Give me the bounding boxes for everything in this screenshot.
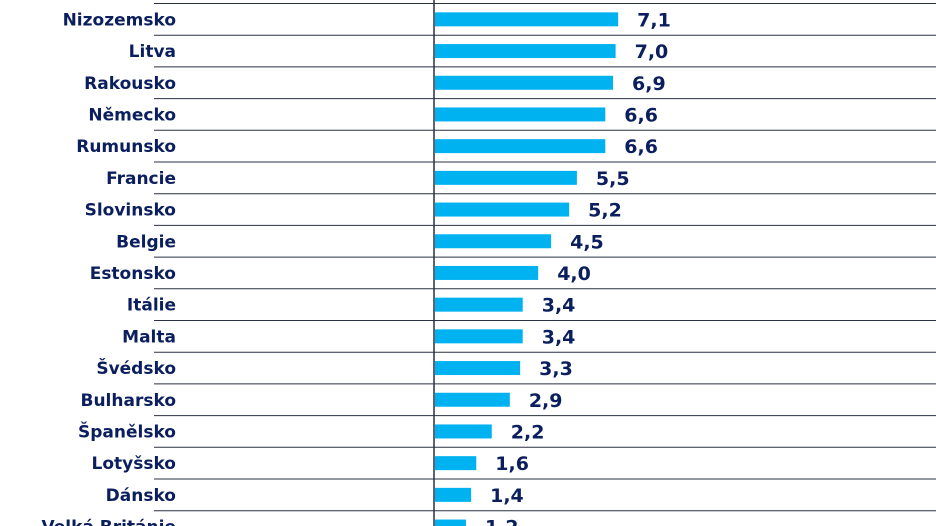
category-label: Litva <box>129 42 176 62</box>
value-label: 7,0 <box>635 41 669 63</box>
bar <box>435 519 466 526</box>
category-label: Španělsko <box>78 420 176 442</box>
bar <box>435 297 523 312</box>
value-label: 5,2 <box>588 200 622 222</box>
bar <box>435 234 552 249</box>
value-label: 2,2 <box>511 421 545 443</box>
bar <box>435 139 606 154</box>
value-label: 1,4 <box>490 485 524 507</box>
category-label: Velká Británie <box>41 518 176 526</box>
value-label: 1,6 <box>495 453 529 475</box>
category-label: Německo <box>88 105 176 125</box>
value-label: 4,5 <box>570 231 604 253</box>
value-label: 3,4 <box>542 295 576 317</box>
bar <box>435 361 521 376</box>
value-label: 3,4 <box>542 326 576 348</box>
category-label: Estonsko <box>90 264 176 284</box>
value-label: 2,9 <box>529 390 563 412</box>
bar <box>435 75 614 90</box>
category-label: Belgie <box>116 232 176 252</box>
category-label: Rakousko <box>84 74 176 94</box>
value-label: 7,1 <box>637 9 671 31</box>
category-label: Slovinsko <box>85 201 176 221</box>
category-label: Rumunsko <box>76 137 176 157</box>
bar <box>435 456 477 471</box>
bar <box>435 44 616 59</box>
bar <box>435 107 606 122</box>
category-label: Nizozemsko <box>63 10 176 30</box>
bar <box>435 265 539 280</box>
bar <box>435 392 510 407</box>
category-label: Itálie <box>127 296 176 316</box>
value-label: 3,3 <box>539 358 573 380</box>
value-label: 6,9 <box>632 73 666 95</box>
bar <box>435 202 570 217</box>
bar <box>435 12 619 27</box>
bar <box>435 424 492 439</box>
value-label: 6,6 <box>624 104 658 126</box>
bar <box>435 170 577 185</box>
bar <box>435 487 472 502</box>
value-label: 5,5 <box>596 168 630 190</box>
category-label: Lotyšsko <box>92 454 177 474</box>
value-label: 4,0 <box>557 263 591 285</box>
category-label: Malta <box>122 327 176 347</box>
category-label: Dánsko <box>106 486 176 506</box>
bar <box>435 329 523 344</box>
value-label: 1,2 <box>485 517 519 526</box>
category-label: Bulharsko <box>81 391 177 411</box>
category-label: Švédsko <box>96 357 176 379</box>
value-label: 6,6 <box>624 136 658 158</box>
category-label: Francie <box>106 169 176 189</box>
